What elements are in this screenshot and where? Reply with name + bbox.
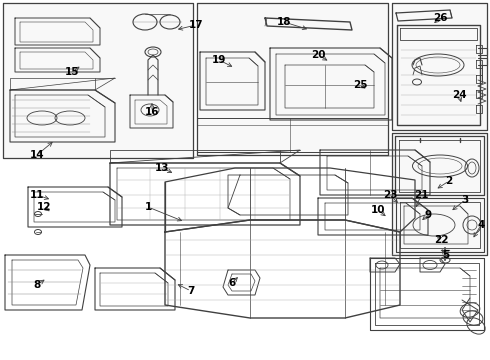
Text: 20: 20	[311, 50, 325, 60]
Text: 2: 2	[445, 176, 453, 186]
Polygon shape	[392, 133, 487, 255]
Text: 23: 23	[383, 190, 397, 200]
Text: 9: 9	[424, 210, 432, 220]
Text: 11: 11	[30, 190, 44, 200]
Text: 1: 1	[145, 202, 151, 212]
Text: 12: 12	[37, 202, 51, 212]
Text: 5: 5	[442, 250, 450, 260]
Text: 21: 21	[414, 190, 428, 200]
Text: 10: 10	[371, 205, 385, 215]
Text: 3: 3	[462, 195, 468, 205]
Text: 8: 8	[33, 280, 41, 290]
Text: 16: 16	[145, 107, 159, 117]
Polygon shape	[197, 3, 388, 155]
Text: 17: 17	[189, 20, 203, 30]
Text: 4: 4	[477, 220, 485, 230]
Text: 7: 7	[187, 286, 195, 296]
Text: 15: 15	[65, 67, 79, 77]
Text: 18: 18	[277, 17, 291, 27]
Text: 24: 24	[452, 90, 466, 100]
Polygon shape	[3, 3, 193, 158]
Text: 14: 14	[30, 150, 44, 160]
Polygon shape	[392, 3, 487, 130]
Text: 22: 22	[434, 235, 448, 245]
Text: 19: 19	[212, 55, 226, 65]
Text: 13: 13	[155, 163, 169, 173]
Text: 25: 25	[353, 80, 367, 90]
Text: 26: 26	[433, 13, 447, 23]
Text: 6: 6	[228, 278, 236, 288]
